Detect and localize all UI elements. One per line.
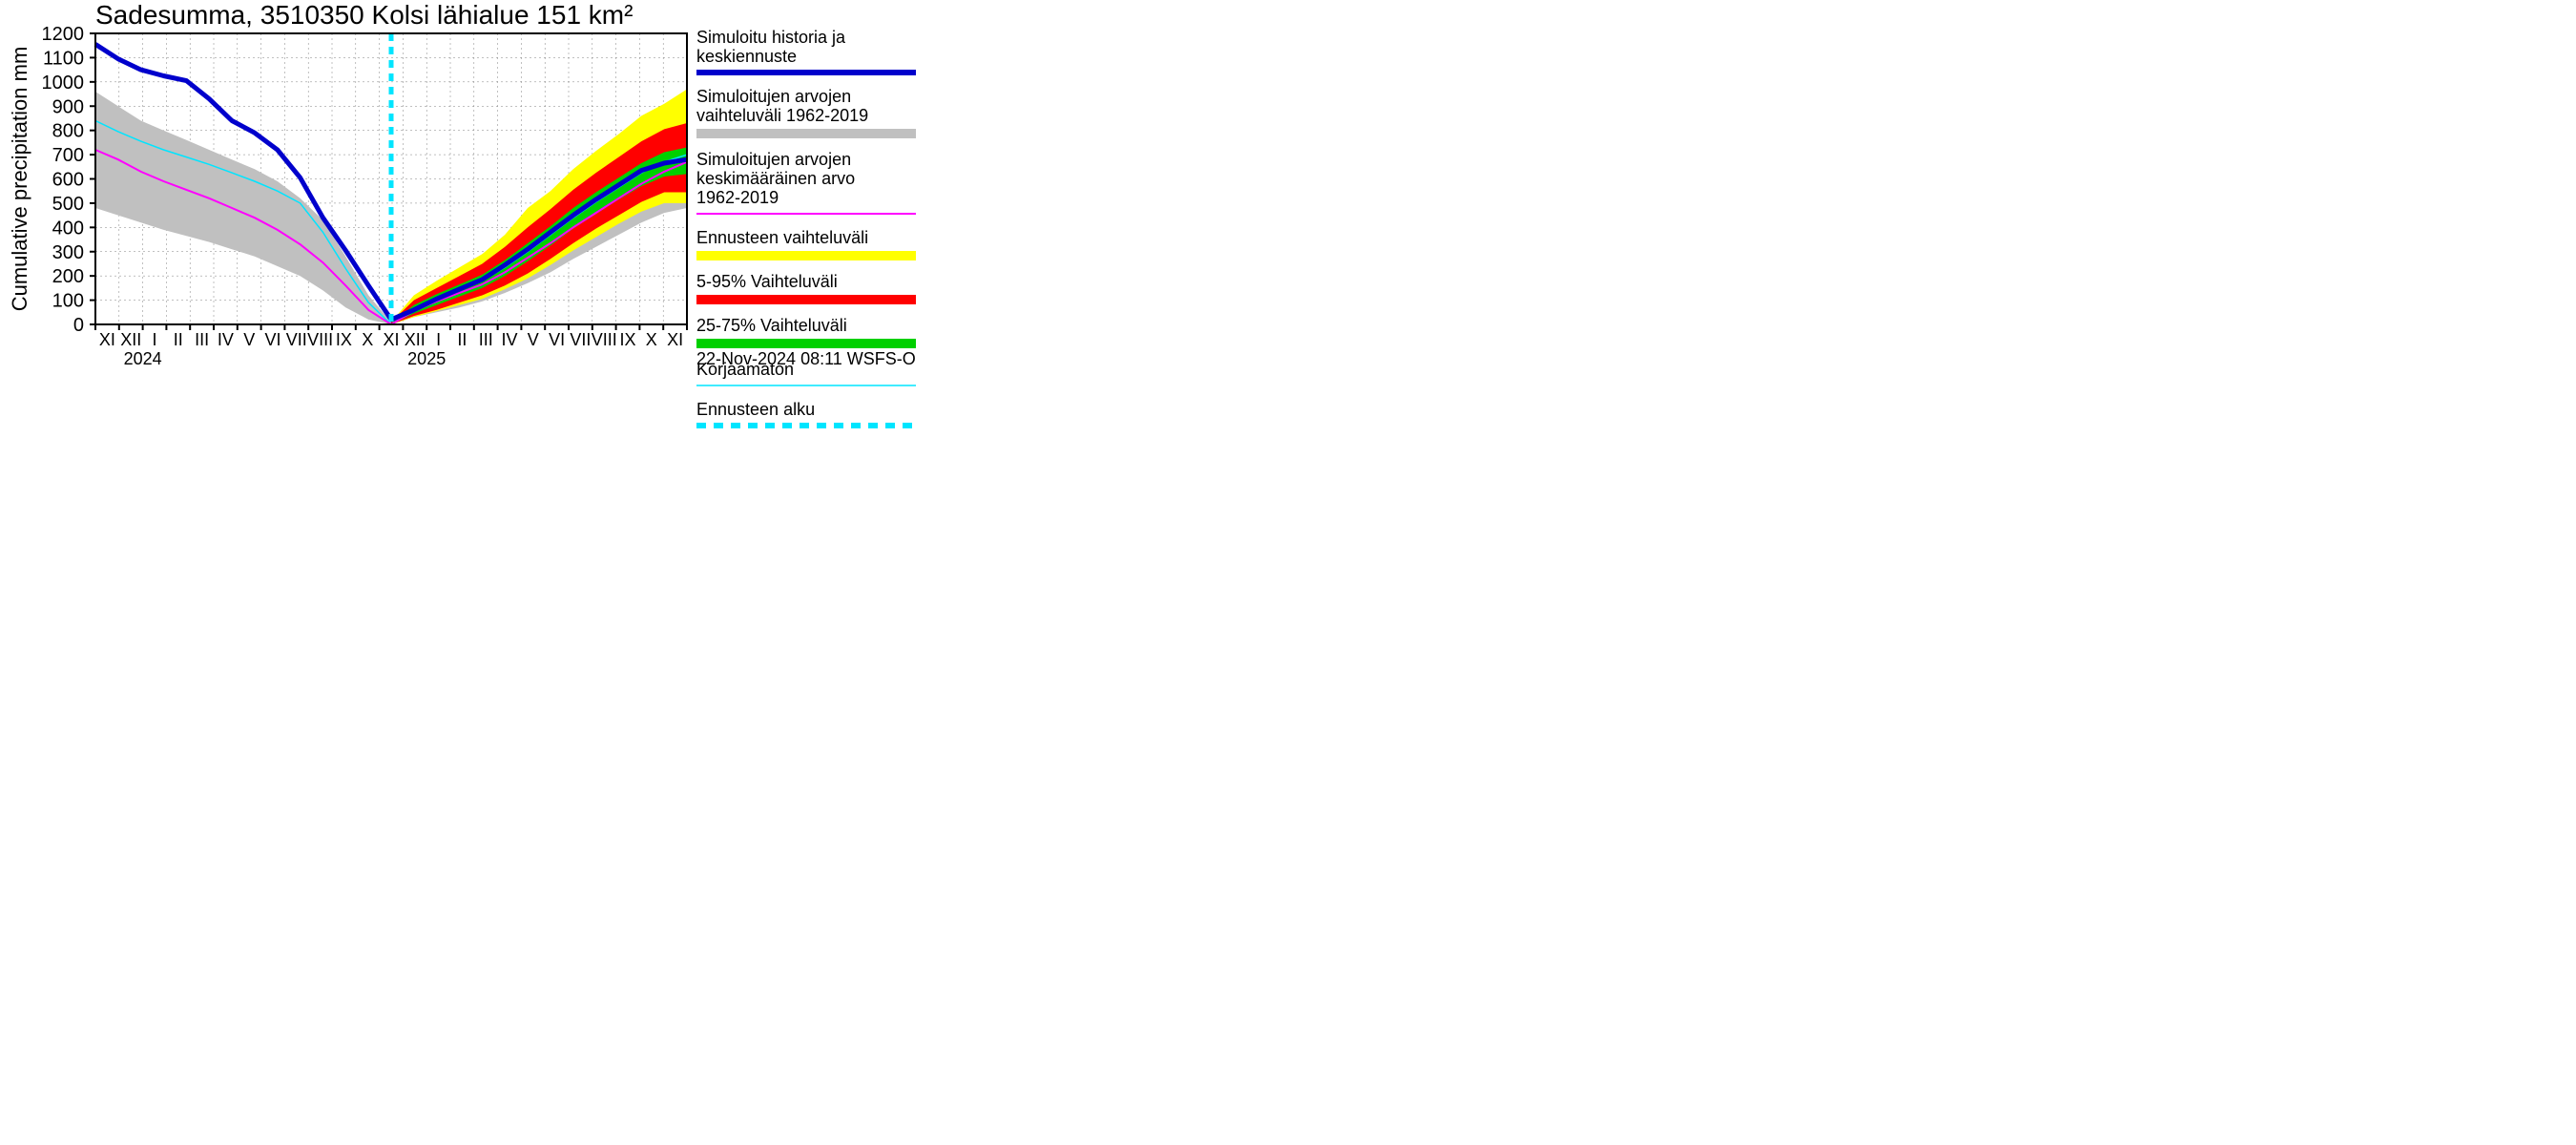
x-month-label: I bbox=[152, 330, 156, 349]
x-year-label: 2025 bbox=[407, 349, 446, 368]
y-tick-label: 900 bbox=[52, 96, 84, 117]
x-month-label: V bbox=[528, 330, 539, 349]
legend-label: 5-95% Vaihteluväli bbox=[696, 272, 838, 291]
y-axis-label: Cumulative precipitation mm bbox=[8, 47, 31, 312]
x-month-label: XI bbox=[667, 330, 683, 349]
x-month-label: XII bbox=[405, 330, 426, 349]
x-month-label: VIII bbox=[307, 330, 333, 349]
y-tick-label: 200 bbox=[52, 266, 84, 287]
legend-swatch bbox=[696, 251, 916, 260]
legend-label: Simuloitu historia ja bbox=[696, 28, 846, 47]
y-tick-label: 1100 bbox=[43, 48, 84, 69]
y-tick-label: 300 bbox=[52, 242, 84, 263]
x-month-label: XI bbox=[383, 330, 399, 349]
y-tick-label: 500 bbox=[52, 194, 84, 215]
legend-swatch bbox=[696, 129, 916, 138]
x-month-label: III bbox=[195, 330, 209, 349]
x-month-label: IX bbox=[619, 330, 635, 349]
y-tick-label: 400 bbox=[52, 218, 84, 239]
y-tick-label: 1000 bbox=[42, 73, 85, 94]
x-month-label: IV bbox=[501, 330, 517, 349]
p5-95-band bbox=[391, 123, 687, 324]
legend-swatch bbox=[696, 339, 916, 348]
x-month-label: XI bbox=[99, 330, 115, 349]
x-month-label: VI bbox=[549, 330, 565, 349]
x-month-label: IV bbox=[218, 330, 234, 349]
legend-label: Ennusteen alku bbox=[696, 400, 815, 419]
legend-label: Simuloitujen arvojen bbox=[696, 150, 851, 169]
x-month-label: XII bbox=[120, 330, 141, 349]
chart-title: Sadesumma, 3510350 Kolsi lähialue 151 km… bbox=[95, 0, 633, 30]
y-tick-label: 700 bbox=[52, 145, 84, 166]
x-month-label: VII bbox=[286, 330, 307, 349]
y-tick-label: 1200 bbox=[42, 24, 85, 45]
y-tick-label: 0 bbox=[73, 315, 84, 336]
x-month-label: VII bbox=[570, 330, 591, 349]
legend-label: keskimääräinen arvo bbox=[696, 169, 855, 188]
legend-label: 1962-2019 bbox=[696, 188, 779, 207]
x-month-label: X bbox=[362, 330, 373, 349]
x-year-label: 2024 bbox=[124, 349, 162, 368]
x-month-label: II bbox=[457, 330, 467, 349]
x-month-label: X bbox=[646, 330, 657, 349]
legend-label: Ennusteen vaihteluväli bbox=[696, 228, 868, 247]
legend-label: 25-75% Vaihteluväli bbox=[696, 316, 847, 335]
x-month-label: V bbox=[243, 330, 255, 349]
precipitation-chart: 0 100 200 300 400 500 600 700 800 9001000 1100 1200… bbox=[0, 0, 1431, 636]
legend-label: vaihteluväli 1962-2019 bbox=[696, 106, 868, 125]
chart-container: 0 100 200 300 400 500 600 700 800 9001000 1100 1200… bbox=[0, 0, 1431, 636]
x-month-label: VIII bbox=[592, 330, 617, 349]
timestamp-footer: 22-Nov-2024 08:11 WSFS-O bbox=[696, 349, 916, 368]
x-month-label: IX bbox=[336, 330, 352, 349]
y-tick-label: 800 bbox=[52, 121, 84, 142]
x-month-label: VI bbox=[264, 330, 280, 349]
x-month-label: III bbox=[479, 330, 493, 349]
legend-label: Simuloitujen arvojen bbox=[696, 87, 851, 106]
y-tick-label: 600 bbox=[52, 170, 84, 191]
x-month-label: I bbox=[436, 330, 441, 349]
x-month-label: II bbox=[174, 330, 183, 349]
legend-swatch bbox=[696, 295, 916, 304]
legend-label: keskiennuste bbox=[696, 47, 797, 66]
y-tick-label: 100 bbox=[52, 291, 84, 312]
